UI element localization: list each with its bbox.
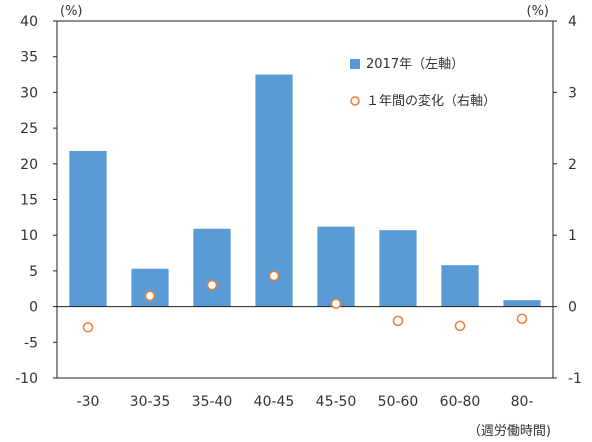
- bar-35-40: [193, 228, 231, 307]
- x-tick-label: 45-50: [316, 394, 357, 410]
- right-axis-unit: (%): [527, 4, 550, 19]
- legend-point-marker: [350, 96, 360, 106]
- right-tick-label: 0: [568, 300, 577, 316]
- x-tick-label: 35-40: [192, 394, 233, 410]
- right-tick-label: -1: [568, 371, 582, 387]
- left-tick-label: 10: [20, 228, 38, 244]
- x-tick-label: 30-35: [130, 394, 171, 410]
- point-40-45: [268, 270, 280, 282]
- point-80-: [516, 313, 528, 324]
- point--30: [82, 322, 94, 333]
- right-tick-label: 3: [568, 85, 577, 101]
- left-tick-label: 35: [20, 50, 38, 66]
- x-tick-label: 80-: [511, 394, 534, 410]
- bar-45-50: [317, 226, 355, 307]
- left-tick-label: 40: [20, 14, 38, 30]
- legend-bar-swatch: [350, 59, 360, 69]
- legend-bar-label: 2017年（左軸）: [366, 57, 464, 72]
- point-45-50: [330, 298, 342, 309]
- bar-80-: [503, 300, 541, 307]
- left-tick-label: -5: [24, 335, 38, 351]
- point-30-35: [144, 290, 156, 302]
- left-tick-label: 15: [20, 193, 38, 209]
- x-tick-label: 50-60: [378, 394, 419, 410]
- bar-60-80: [441, 265, 479, 307]
- left-axis-unit: (%): [60, 4, 83, 19]
- left-tick-label: 30: [20, 85, 38, 101]
- bar-40-45: [255, 74, 293, 307]
- plot-area: [56, 20, 554, 379]
- point-60-80: [454, 320, 466, 332]
- x-axis-label: （週労働時間): [468, 424, 551, 439]
- point-50-60: [392, 315, 404, 327]
- x-axis-ticks: -30 30-35 35-40 40-45 45-50 50-60 60-80 80-: [77, 394, 534, 410]
- left-tick-label: 25: [20, 121, 38, 137]
- x-tick-label: 40-45: [254, 394, 295, 410]
- bars-layer: [69, 74, 541, 307]
- bar--30: [69, 150, 107, 307]
- left-tick-label: 5: [29, 264, 38, 280]
- left-axis-ticks: 40 35 30 25 20 15 10 5 0 -5 -10: [15, 14, 57, 387]
- left-tick-label: -10: [15, 371, 38, 387]
- points-layer: [82, 270, 528, 333]
- point-35-40: [206, 279, 218, 291]
- legend-point-label: １年間の変化（右軸）: [366, 93, 496, 109]
- x-tick-label: -30: [77, 394, 100, 410]
- right-tick-label: 4: [568, 14, 577, 30]
- bar-50-60: [379, 230, 417, 307]
- right-tick-label: 1: [568, 228, 577, 244]
- right-axis-ticks: 4 3 2 1 0 -1: [553, 14, 582, 387]
- left-tick-label: 20: [20, 157, 38, 173]
- left-tick-label: 0: [29, 300, 38, 316]
- legend: 2017年（左軸） １年間の変化（右軸）: [350, 57, 496, 109]
- plot-frame: [56, 20, 554, 379]
- x-tick-label: 60-80: [440, 394, 481, 410]
- right-tick-label: 2: [568, 157, 577, 173]
